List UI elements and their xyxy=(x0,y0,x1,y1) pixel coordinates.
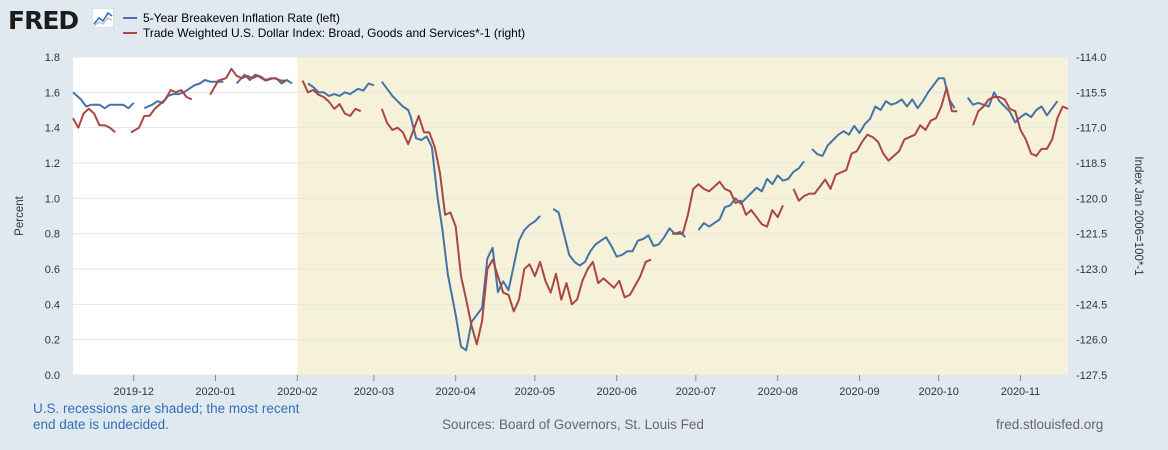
legend-item-series-1[interactable]: 5-Year Breakeven Inflation Rate (left) xyxy=(123,11,525,26)
x-tick-label: 2020-09 xyxy=(839,386,879,398)
right-tick-label: -114.0 xyxy=(1076,52,1106,64)
right-axis-label: Index Jan 2006=100*-1 xyxy=(1132,156,1144,275)
x-tick-label: 2020-03 xyxy=(354,386,394,398)
right-tick-label: -121.5 xyxy=(1076,229,1107,241)
legend-label-series-1: 5-Year Breakeven Inflation Rate (left) xyxy=(143,11,340,25)
series-layer xyxy=(72,67,1069,352)
left-tick-label: 0.4 xyxy=(45,299,60,311)
left-tick-label: 1.2 xyxy=(45,158,60,170)
sources-text: Sources: Board of Governors, St. Louis F… xyxy=(442,417,704,432)
left-axis-label: Percent xyxy=(14,195,26,235)
x-tick-label: 2020-06 xyxy=(596,386,636,398)
legend: 5-Year Breakeven Inflation Rate (left) T… xyxy=(123,11,525,41)
right-tick-label: -117.0 xyxy=(1076,123,1106,135)
fred-logo-graph-icon xyxy=(92,8,114,28)
x-tick-label: 2020-01 xyxy=(195,386,235,398)
left-axis-ticks: 0.0 0.2 0.4 0.6 0.8 1.0 1.2 1.4 1.6 1.8 xyxy=(45,52,60,382)
series-2-line xyxy=(209,67,287,96)
series-2-line xyxy=(301,80,362,117)
left-tick-label: 0.2 xyxy=(45,335,60,347)
x-tick-label: 2020-04 xyxy=(436,386,476,398)
series-2-line xyxy=(972,96,1069,157)
right-tick-label: -123.0 xyxy=(1076,264,1107,276)
x-tick-label: 2019-12 xyxy=(114,386,154,398)
legend-swatch-series-2 xyxy=(123,31,137,34)
x-tick-label: 2020-02 xyxy=(277,386,317,398)
series-1-line xyxy=(552,208,687,267)
series-1-line xyxy=(966,91,1059,124)
right-axis-ticks: -127.5 -126.0 -124.5 -123.0 -121.5 -120.0 -118… xyxy=(1076,52,1107,382)
series-2-line xyxy=(72,107,116,134)
series-1-line xyxy=(811,77,956,157)
x-tick-label: 2020-07 xyxy=(676,386,716,398)
left-tick-label: 1.8 xyxy=(45,52,60,64)
right-tick-label: -115.5 xyxy=(1076,87,1106,99)
series-2-line xyxy=(130,89,193,134)
left-tick-label: 1.4 xyxy=(45,123,60,135)
left-tick-label: 0.0 xyxy=(45,370,60,382)
legend-item-series-2[interactable]: Trade Weighted U.S. Dollar Index: Broad,… xyxy=(123,26,525,41)
legend-label-series-2: Trade Weighted U.S. Dollar Index: Broad,… xyxy=(143,26,526,40)
recession-note-line-2: end date is undecided. xyxy=(33,417,169,432)
series-1-line xyxy=(697,160,805,231)
right-tick-label: -126.0 xyxy=(1076,335,1107,347)
right-tick-label: -127.5 xyxy=(1076,370,1107,382)
series-2-line xyxy=(672,180,784,235)
x-tick-label: 2020-10 xyxy=(918,386,958,398)
legend-swatch-series-1 xyxy=(123,16,137,19)
x-tick-label: 2020-05 xyxy=(515,386,555,398)
left-tick-label: 0.8 xyxy=(45,229,60,241)
recession-note: U.S. recessions are shaded; the most rec… xyxy=(33,401,299,433)
right-tick-label: -124.5 xyxy=(1076,299,1107,311)
x-axis-ticks: 2019-12 2020-01 2020-02 2020-03 2020-04 2020-… xyxy=(114,375,1041,398)
right-tick-label: -118.5 xyxy=(1076,158,1106,170)
gridlines xyxy=(73,56,1068,376)
series-2-line xyxy=(380,108,652,346)
series-1-line xyxy=(307,82,375,97)
series-2-line xyxy=(792,86,958,202)
left-tick-label: 1.0 xyxy=(45,193,60,205)
site-link[interactable]: fred.stlouisfed.org xyxy=(996,417,1104,432)
series-1-line xyxy=(72,91,135,110)
left-tick-label: 0.6 xyxy=(45,264,60,276)
recession-note-line-1: U.S. recessions are shaded; the most rec… xyxy=(33,401,300,416)
x-tick-label: 2020-11 xyxy=(1001,386,1041,398)
series-1-line xyxy=(380,81,541,352)
left-tick-label: 1.6 xyxy=(45,87,60,99)
x-tick-label: 2020-08 xyxy=(757,386,797,398)
right-tick-label: -120.0 xyxy=(1076,193,1107,205)
fred-logo[interactable]: FRED xyxy=(8,6,79,35)
